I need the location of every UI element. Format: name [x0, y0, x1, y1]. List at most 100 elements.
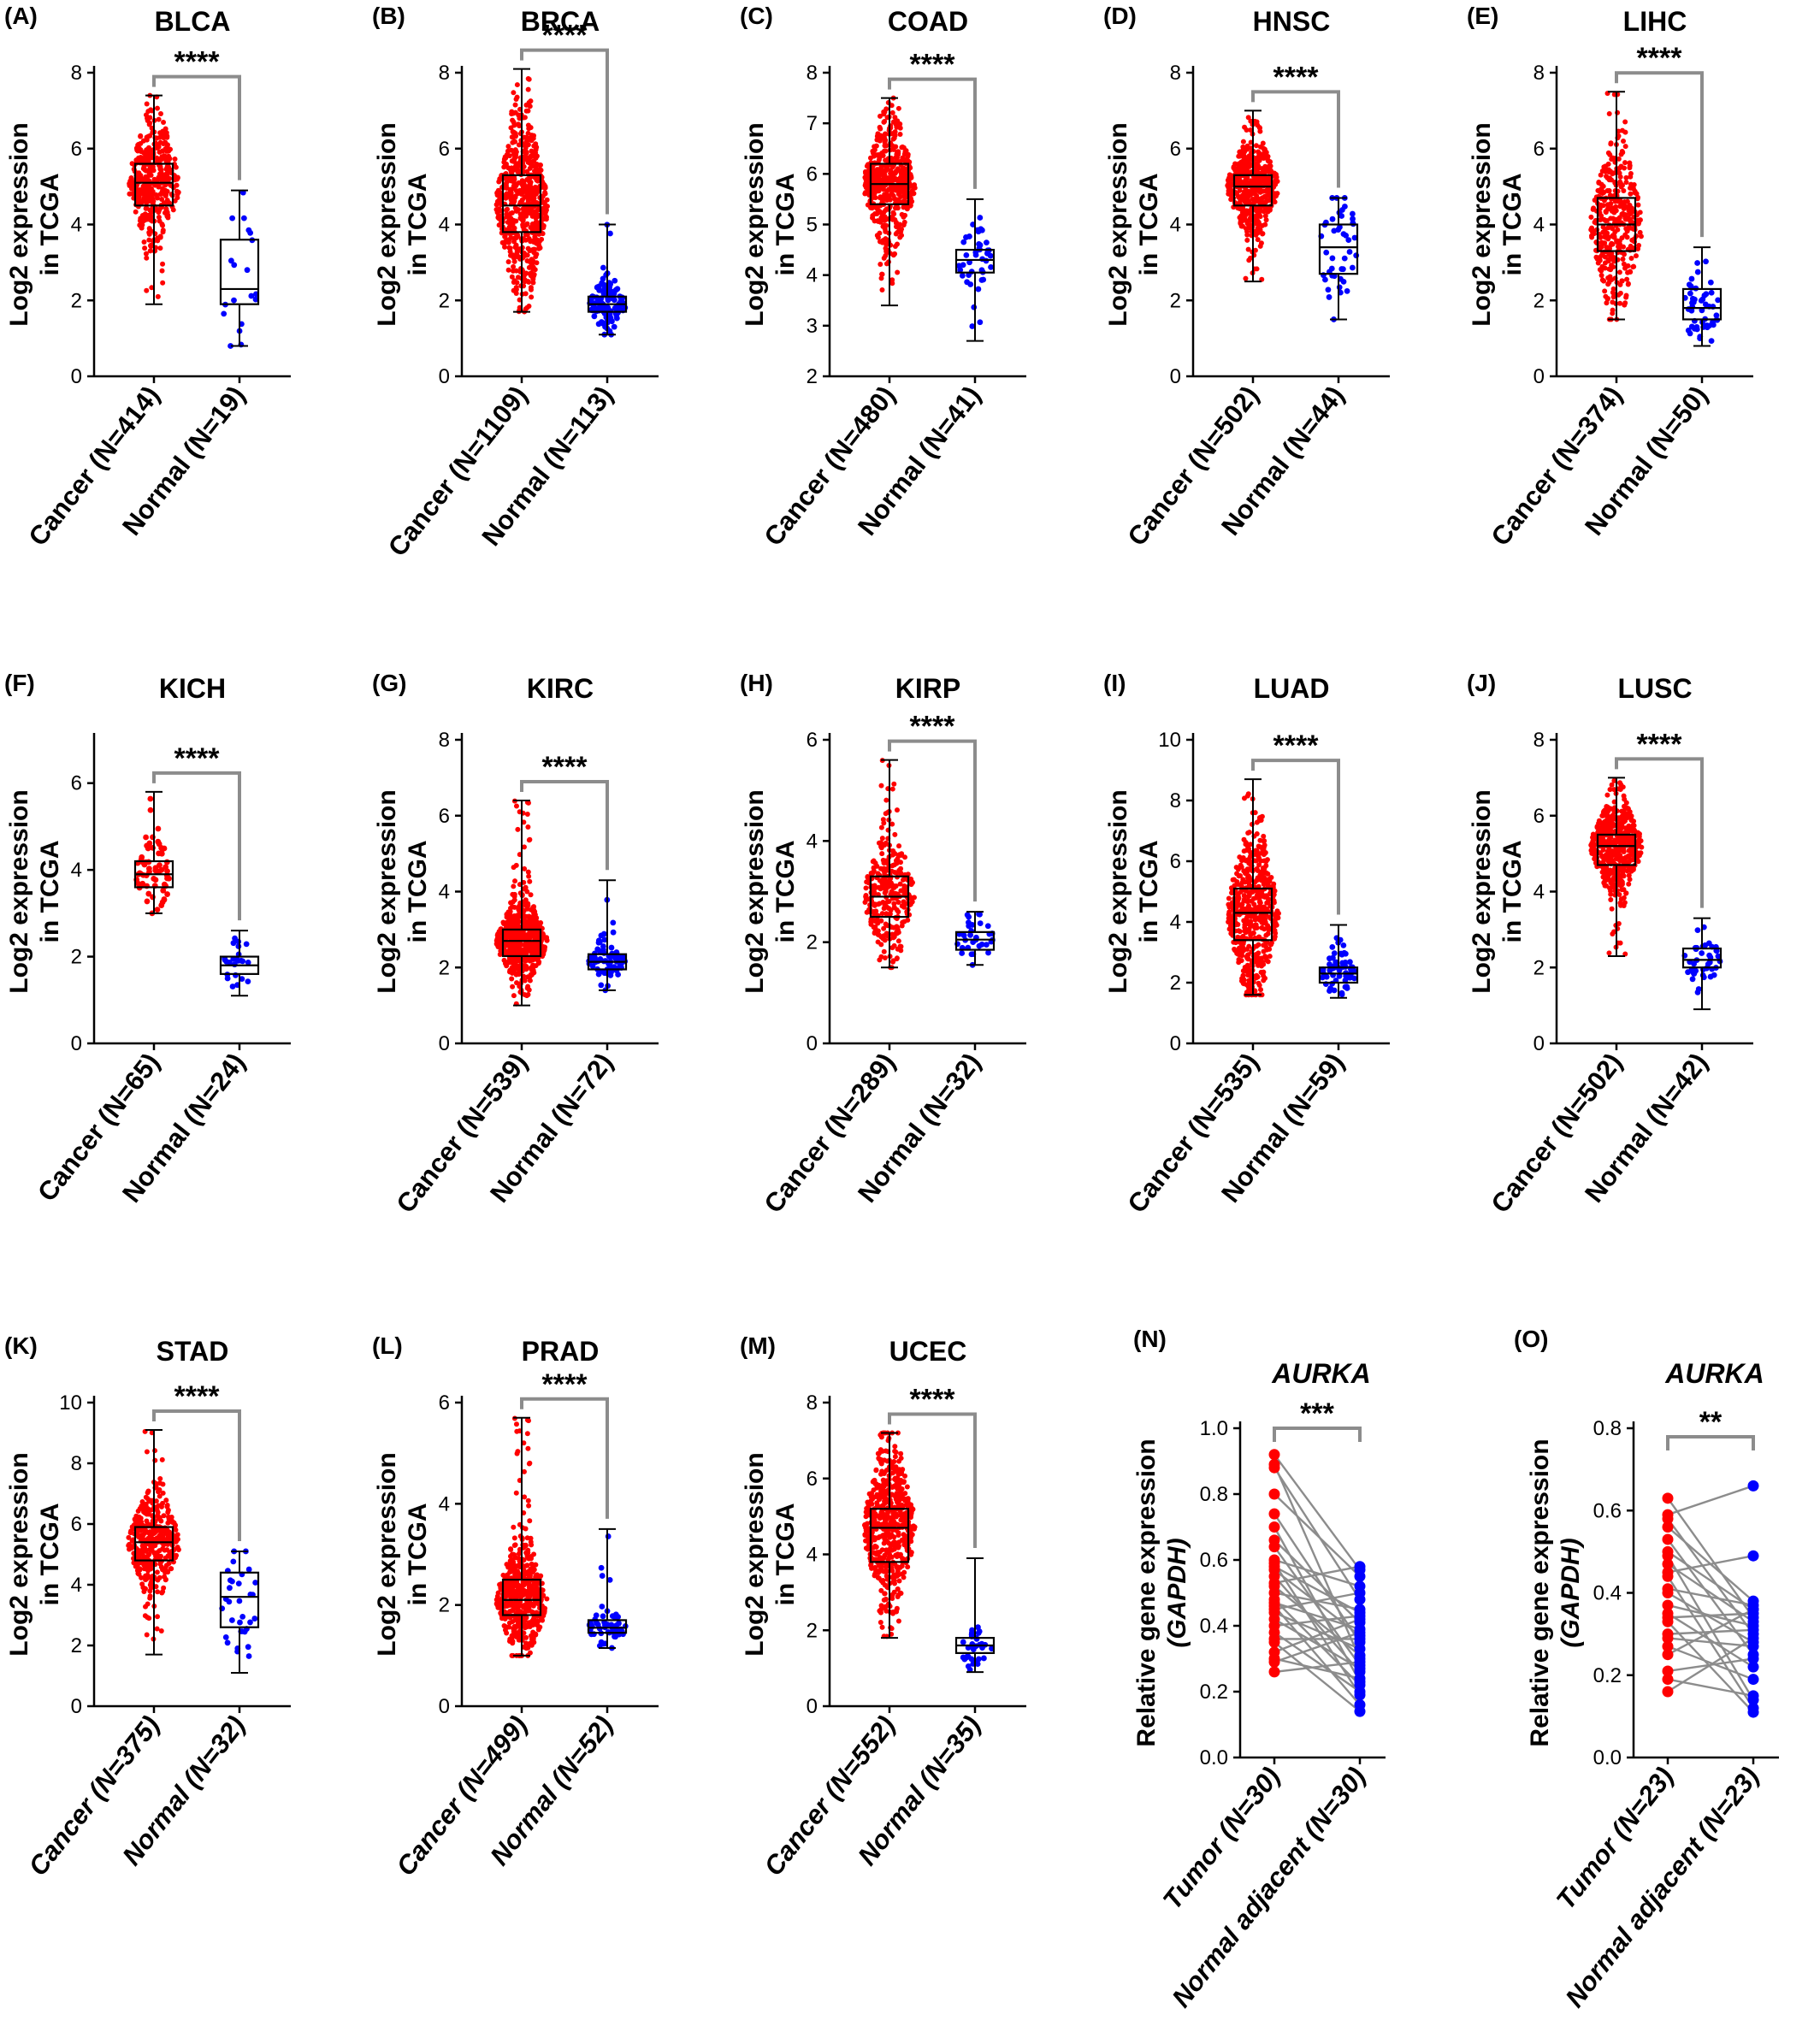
- data-point: [882, 224, 888, 230]
- data-point: [525, 86, 531, 92]
- data-point: [527, 836, 533, 842]
- data-point: [515, 826, 521, 832]
- data-point: [975, 286, 982, 292]
- data-point: [881, 820, 887, 826]
- data-point: [159, 222, 165, 227]
- data-point: [509, 976, 515, 982]
- data-point: [1622, 160, 1628, 166]
- y-tick-label: 8: [71, 62, 82, 85]
- data-point: [1248, 919, 1254, 925]
- data-point: [595, 971, 602, 978]
- data-point: [525, 869, 531, 875]
- data-point: [144, 898, 151, 905]
- data-point: [1609, 906, 1615, 912]
- data-point: [1265, 900, 1271, 906]
- data-point: [1611, 210, 1617, 216]
- y-tick-label: 6: [71, 138, 82, 161]
- data-point: [159, 186, 165, 192]
- data-point: [510, 268, 516, 274]
- data-point: [161, 155, 167, 161]
- data-point: [1703, 258, 1709, 265]
- data-point: [138, 133, 144, 139]
- y-tick-label: 6: [807, 162, 818, 186]
- data-point: [533, 150, 539, 156]
- y-tick-label: 4: [1170, 214, 1181, 237]
- data-point: [1707, 279, 1714, 286]
- y-axis-label: Log2 expression: [741, 122, 769, 326]
- data-point: [525, 245, 531, 251]
- data-point: [892, 831, 898, 837]
- data-point: [501, 164, 507, 170]
- data-point: [1242, 189, 1248, 195]
- y-tick-label: 0: [1170, 365, 1181, 388]
- data-point: [1244, 793, 1250, 799]
- data-point: [1344, 287, 1350, 294]
- box-iqr: [133, 162, 174, 207]
- data-point: [1247, 889, 1253, 895]
- data-point: [143, 205, 149, 211]
- data-point: [532, 267, 538, 273]
- data-point: [879, 287, 885, 292]
- data-point: [1617, 174, 1623, 180]
- data-point: [143, 112, 149, 118]
- data-point: [511, 119, 517, 125]
- data-point: [1254, 266, 1260, 272]
- data-point: [882, 902, 888, 908]
- data-point: [162, 864, 169, 871]
- data-point: [1240, 139, 1246, 145]
- data-point: [513, 803, 519, 809]
- data-point: [1262, 894, 1268, 900]
- data-point: [611, 297, 618, 304]
- data-point: [1708, 289, 1715, 296]
- data-point: [146, 145, 152, 151]
- data-point: [1606, 188, 1612, 194]
- data-point: [901, 219, 907, 225]
- data-point: [889, 281, 895, 287]
- data-point: [1609, 157, 1615, 162]
- data-point: [1258, 240, 1264, 246]
- data-point: [1596, 179, 1602, 185]
- data-point: [599, 280, 606, 287]
- data-point: [1246, 846, 1252, 852]
- data-point: [541, 951, 547, 957]
- data-point: [1238, 223, 1244, 229]
- data-point: [228, 343, 233, 349]
- data-point: [1622, 119, 1628, 125]
- data-point: [502, 233, 508, 239]
- data-point: [1238, 198, 1244, 204]
- data-point: [894, 807, 900, 813]
- data-point: [504, 174, 510, 180]
- data-point: [883, 252, 889, 258]
- y-tick-label: 7: [807, 112, 818, 135]
- data-point: [505, 267, 511, 273]
- data-point: [166, 164, 172, 170]
- data-point: [235, 938, 242, 945]
- data-point: [1622, 232, 1628, 238]
- data-point: [883, 131, 889, 137]
- data-point: [162, 139, 168, 145]
- data-point: [1254, 121, 1260, 127]
- data-point: [524, 258, 530, 264]
- data-point: [895, 241, 901, 247]
- data-point: [1257, 144, 1263, 150]
- data-point: [896, 843, 902, 849]
- data-point: [1232, 161, 1238, 167]
- data-point: [879, 851, 885, 857]
- data-point: [607, 230, 613, 237]
- data-point: [527, 958, 533, 964]
- data-point: [1239, 163, 1245, 169]
- data-point: [512, 147, 518, 153]
- data-point: [1244, 966, 1250, 972]
- data-point: [137, 156, 143, 162]
- data-point: [513, 96, 519, 102]
- data-point: [530, 163, 536, 169]
- data-point: [884, 197, 890, 203]
- panel-title: LIHC: [1623, 6, 1687, 37]
- data-point: [878, 783, 884, 789]
- data-point: [1601, 278, 1607, 284]
- data-point: [157, 245, 163, 251]
- data-point: [523, 966, 529, 972]
- y-tick-label: 4: [71, 859, 82, 882]
